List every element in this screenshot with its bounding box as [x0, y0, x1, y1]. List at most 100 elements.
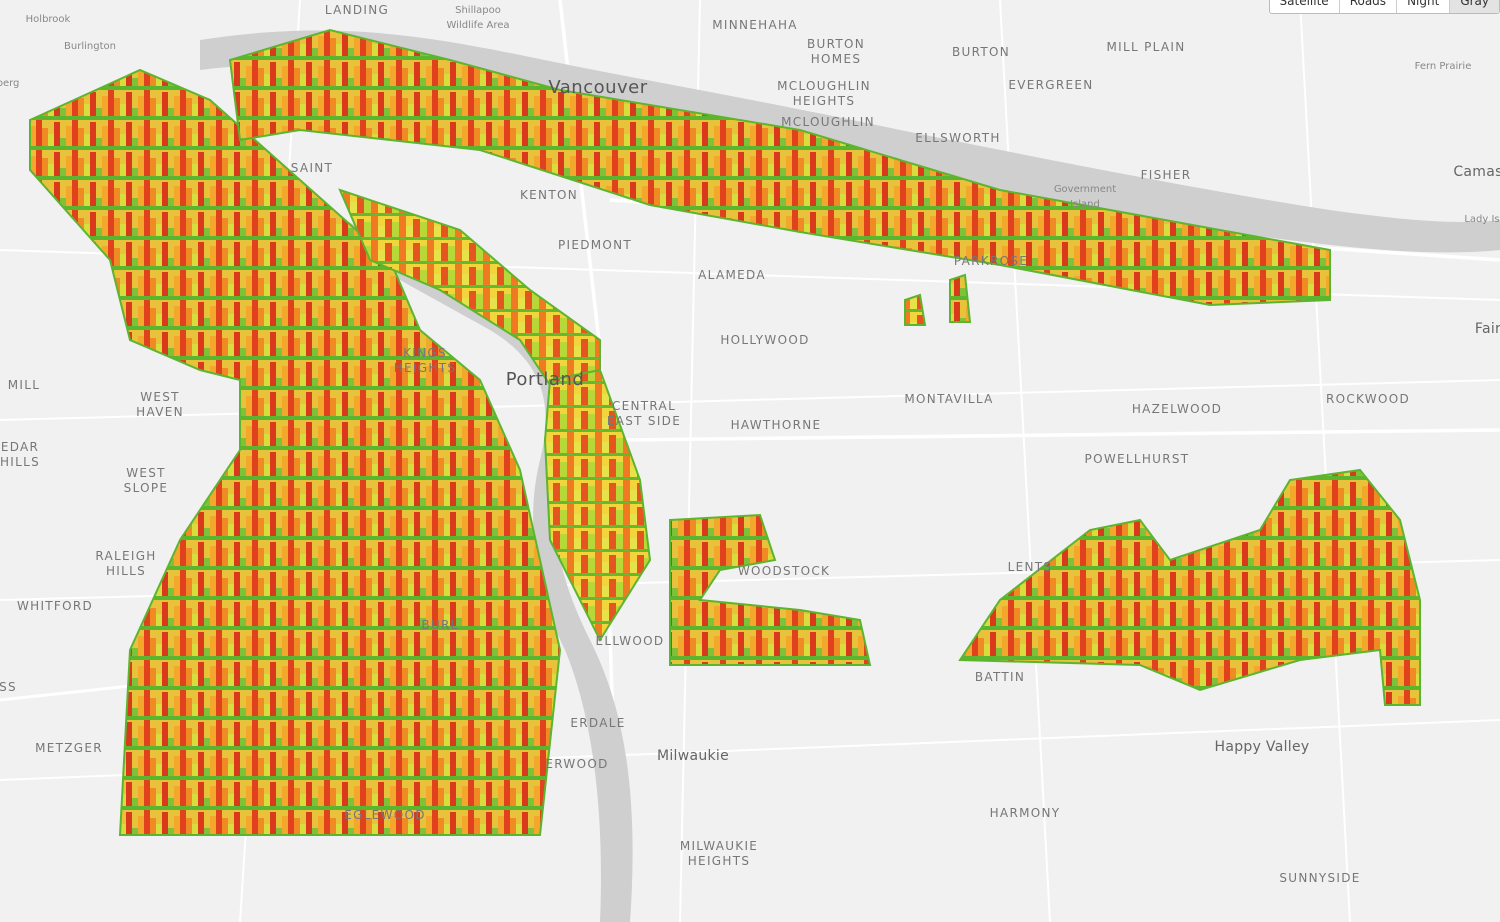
place-label: CENTRAL EAST SIDE [607, 399, 681, 428]
place-label-line: Government [1054, 184, 1116, 195]
place-label-line: KINGS [403, 346, 447, 360]
place-label-line: MCLOUGHLIN [777, 79, 871, 93]
place-label: MILWAUKIE HEIGHTS [680, 839, 758, 868]
place-label-line: EAST SIDE [607, 414, 681, 428]
place-label: KENTON [520, 188, 578, 202]
place-label: ALAMEDA [698, 268, 766, 282]
place-label-line: Happy Valley [1215, 739, 1310, 755]
place-label-line: ELLSWORTH [915, 131, 1000, 145]
place-label: ERDALE [570, 716, 625, 730]
place-label: Holbrook [26, 14, 71, 25]
map-style-switcher: Satellite Roads Night Gray [1268, 0, 1500, 14]
place-label-line: Shillapoo [455, 5, 501, 16]
place-label: EDAR HILLS [0, 440, 40, 469]
place-label: HARMONY [990, 806, 1061, 820]
place-label-line: PARKROSE [954, 254, 1028, 268]
place-label: LENTS [1008, 560, 1053, 574]
place-labels: Holbrook Burlington berg LANDING Shillapoo Wi… [0, 3, 1500, 885]
place-label-line: ROCKWOOD [1326, 392, 1410, 406]
place-label-line: LENTS [1008, 560, 1053, 574]
place-label-line: KENTON [520, 188, 578, 202]
place-label: berg [0, 78, 19, 89]
place-label-line: SS [0, 680, 17, 694]
place-label-line: HEIGHTS [394, 361, 457, 375]
hex-region [904, 293, 927, 326]
style-button[interactable]: Night [1396, 0, 1450, 13]
place-label-line: HAVEN [136, 405, 184, 419]
place-label: HAZELWOOD [1132, 402, 1222, 416]
place-label-line: EDAR [1, 440, 39, 454]
place-label: MILL PLAIN [1107, 40, 1186, 54]
place-label-line: PIEDMONT [558, 238, 632, 252]
place-label-line: RALEIGH [95, 549, 156, 563]
place-label-line: SUNNYSIDE [1279, 871, 1360, 885]
place-label: Fern Prairie [1415, 61, 1472, 72]
place-label: ELLWOOD [596, 634, 665, 648]
place-label-line: ERWOOD [545, 757, 608, 771]
place-label: LANDING [325, 3, 389, 17]
place-label-line: HARMONY [990, 806, 1061, 820]
place-label-line: HAWTHORNE [731, 418, 822, 432]
place-label-line: BURTON [952, 45, 1010, 59]
place-label: MONTAVILLA [904, 392, 993, 406]
place-label: BATTIN [975, 670, 1025, 684]
place-label: ERWOOD [545, 757, 608, 771]
place-label: EVERGREEN [1008, 78, 1093, 92]
place-label: HAWTHORNE [731, 418, 822, 432]
place-label: Burlington [64, 41, 116, 52]
place-label: PIEDMONT [558, 238, 632, 252]
place-label-line: EVERGREEN [1008, 78, 1093, 92]
place-label-line: HAZELWOOD [1132, 402, 1222, 416]
place-label: HOLLYWOOD [720, 333, 809, 347]
place-label-line: Camas [1453, 164, 1500, 180]
place-label-line: MILL PLAIN [1107, 40, 1186, 54]
place-label-line: berg [0, 78, 19, 89]
place-label-line: ELLWOOD [596, 634, 665, 648]
place-label: SAINT [291, 161, 333, 175]
place-label: ROCKWOOD [1326, 392, 1410, 406]
place-label-line: BURTON [807, 37, 865, 51]
place-label-line: HILLS [106, 564, 146, 578]
style-button[interactable]: Satellite [1269, 0, 1339, 13]
place-label-line: WEST [126, 466, 166, 480]
place-label-line: Milwaukie [657, 748, 729, 764]
place-label: Lady Is [1464, 214, 1499, 225]
place-label-line: HEIGHTS [793, 94, 856, 108]
place-label: WOODSTOCK [738, 564, 830, 578]
place-label-line: WOODSTOCK [738, 564, 830, 578]
hex-region [228, 28, 1331, 307]
place-label-line: SLOPE [124, 481, 169, 495]
place-label-line: POWELLHURST [1085, 452, 1190, 466]
place-label: EGLEWOOD [344, 808, 426, 822]
place-label-line: BATTIN [975, 670, 1025, 684]
place-label-line: HOLLYWOOD [720, 333, 809, 347]
place-label: Camas [1453, 164, 1500, 180]
place-label: POWELLHURST [1085, 452, 1190, 466]
hex-region [958, 468, 1421, 706]
place-label: Fair [1475, 321, 1500, 337]
hex-region [669, 513, 872, 666]
place-label: MINNEHAHA [712, 18, 798, 32]
place-label: SS [0, 680, 17, 694]
style-button[interactable]: Roads [1338, 0, 1397, 13]
place-label: PARKROSE [954, 254, 1028, 268]
place-label-line: Holbrook [26, 14, 71, 25]
place-label: METZGER [35, 741, 103, 755]
place-label: Shillapoo Wildlife Area [447, 5, 510, 31]
place-label: KINGS HEIGHTS [394, 346, 457, 375]
place-label-line: MILWAUKIE [680, 839, 758, 853]
place-label: Milwaukie [657, 748, 729, 764]
place-label-line: CENTRAL [612, 399, 676, 413]
place-label-line: MCLOUGHLIN [781, 115, 875, 129]
place-label: BURTON HOMES [807, 37, 865, 66]
place-label-line: WHITFORD [17, 599, 93, 613]
place-label: MCLOUGHLIN HEIGHTS [777, 79, 871, 108]
style-button[interactable]: Gray [1449, 0, 1499, 13]
place-label: SUNNYSIDE [1279, 871, 1360, 885]
place-label: WHITFORD [17, 599, 93, 613]
place-label-line: Island [1070, 199, 1100, 210]
place-label-line: ERDALE [570, 716, 625, 730]
place-label-line: WEST [140, 390, 180, 404]
